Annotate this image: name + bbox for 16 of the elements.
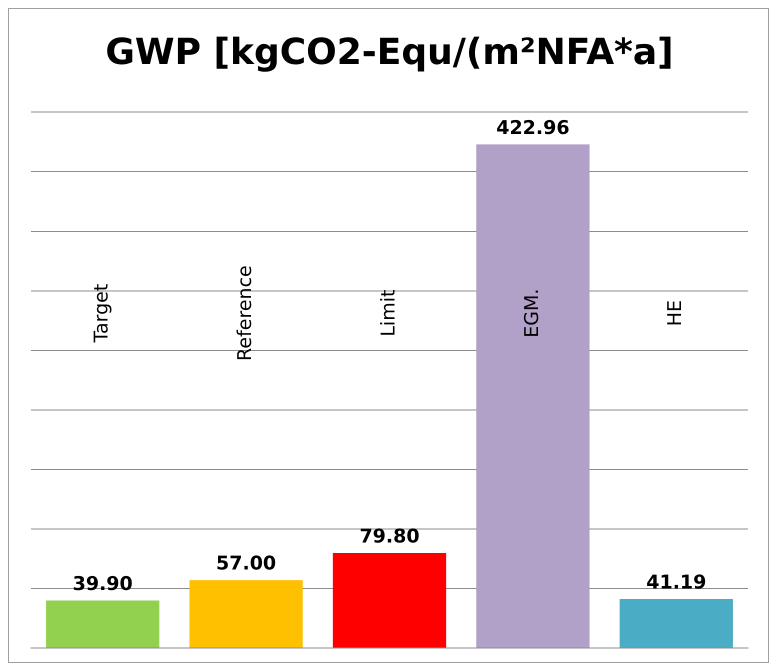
x-tick-label: Target <box>90 284 113 344</box>
x-tick-label: HE <box>664 300 686 326</box>
bar <box>189 580 303 648</box>
x-tick-label: Reference <box>234 265 256 361</box>
bar <box>620 598 733 648</box>
data-label: 57.00 <box>216 552 276 575</box>
data-label: 422.96 <box>496 116 570 139</box>
x-tick-label: EGM. <box>520 288 543 338</box>
bar <box>476 144 590 648</box>
data-label: 39.90 <box>72 572 133 595</box>
data-label: 41.19 <box>646 571 706 594</box>
x-tick-label: Limit <box>377 290 400 337</box>
data-label: 79.80 <box>359 525 420 548</box>
bar <box>332 552 446 648</box>
bar <box>46 600 160 648</box>
chart-title: GWP [kgCO2-Equ/(m²NFA*a] <box>105 32 674 73</box>
